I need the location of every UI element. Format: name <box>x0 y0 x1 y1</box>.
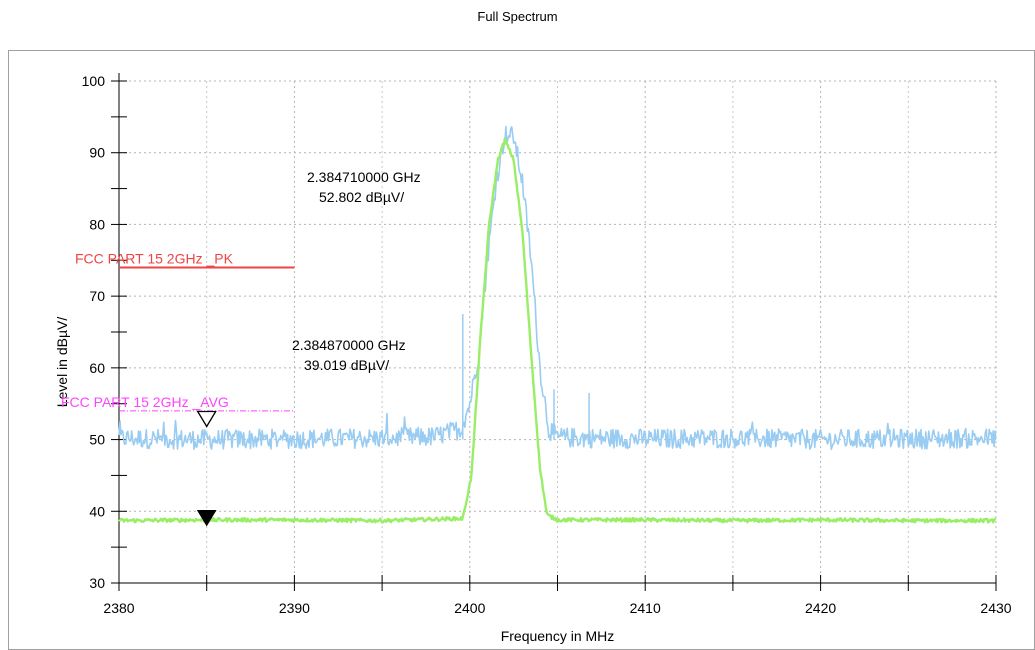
x-tick-label: 2430 <box>980 600 1011 616</box>
marker-filled-triangle <box>196 509 217 527</box>
limit-label-avg: FCC PART 15 2GHz _AVG <box>61 394 229 410</box>
x-tick-label: 2410 <box>630 600 661 616</box>
x-axis-label: Frequency in MHz <box>501 628 615 644</box>
limit-lines <box>119 266 295 412</box>
y-tick-label: 70 <box>89 288 105 304</box>
axes: 30 40 50 60 70 80 90 100 2380 2390 2400 2410 2420 243… <box>82 73 1012 616</box>
grid <box>119 80 997 583</box>
y-tick-label: 40 <box>89 503 105 519</box>
x-tick-label: 2380 <box>103 600 134 616</box>
y-tick-label: 50 <box>89 432 105 448</box>
series <box>118 125 997 524</box>
spectrum-chart: 30 40 50 60 70 80 90 100 2380 2390 2400 2410 2420 243… <box>54 73 1012 644</box>
labels: Frequency in MHz Level in dBµV/FCC PART 1… <box>54 169 614 644</box>
marker-open-triangle <box>196 410 217 428</box>
markers <box>196 410 217 527</box>
x-tick-label: 2390 <box>279 600 310 616</box>
x-tick-label: 2400 <box>454 600 485 616</box>
y-tick-label: 30 <box>89 575 105 591</box>
series-peak <box>118 125 997 451</box>
marker-frequency-label: 2.384870000 GHz <box>292 337 406 353</box>
chart-title: Full Spectrum <box>477 9 558 24</box>
x-tick-label: 2420 <box>805 600 836 616</box>
y-tick-label: 60 <box>89 360 105 376</box>
limit-label-pk: FCC PART 15 2GHz _PK <box>75 250 234 266</box>
y-tick-label: 100 <box>82 73 106 89</box>
y-tick-label: 90 <box>89 145 105 161</box>
y-axis-label: Level in dBµV/ <box>54 317 70 408</box>
marker-level-label: 39.019 dBµV/ <box>304 357 389 373</box>
series-average <box>118 137 997 524</box>
chart-frame: 30 40 50 60 70 80 90 100 2380 2390 2400 2410 2420 243… <box>8 50 1035 650</box>
y-tick-label: 80 <box>89 216 105 232</box>
marker-level-label: 52.802 dBµV/ <box>319 189 404 205</box>
marker-frequency-label: 2.384710000 GHz <box>307 169 421 185</box>
